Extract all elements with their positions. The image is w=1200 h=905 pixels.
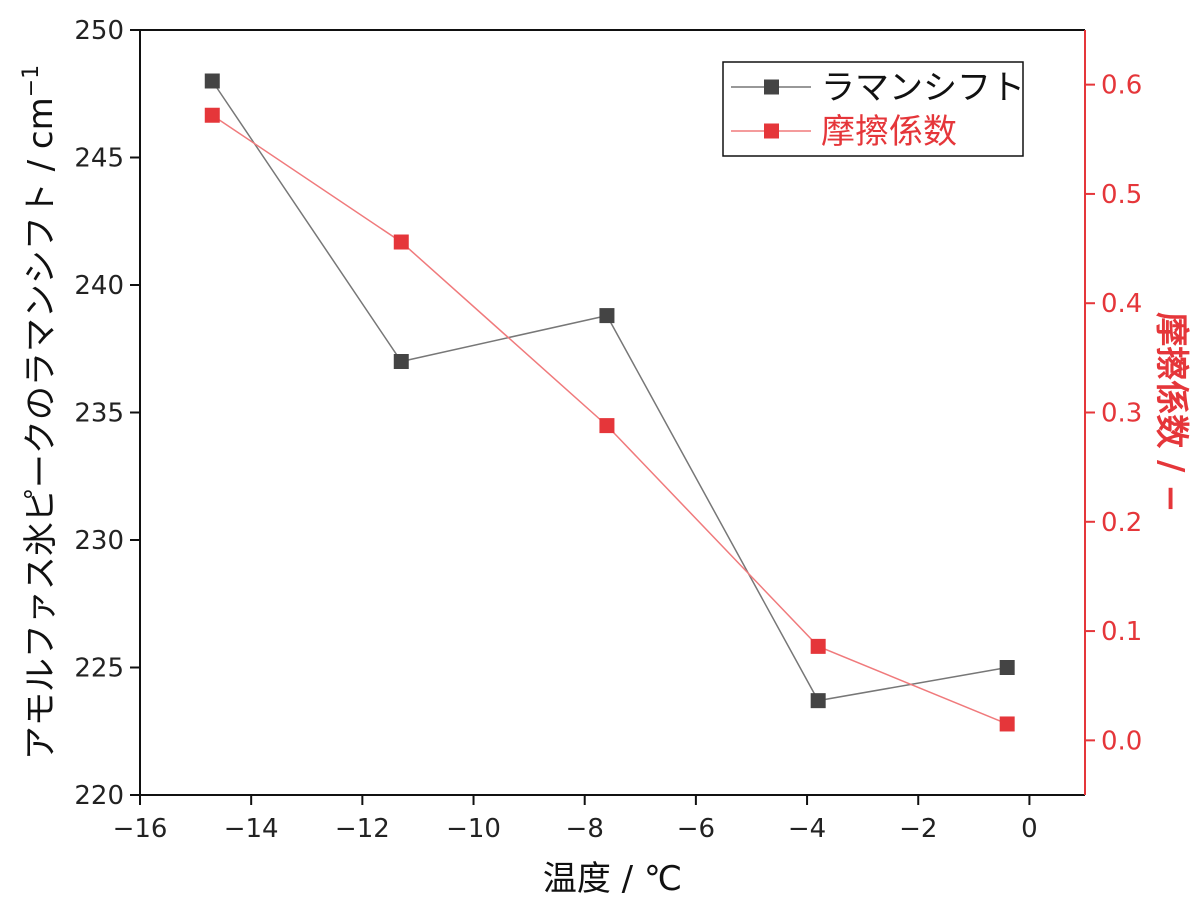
x-tick-label: −4 [788,814,826,844]
legend-label: 摩擦係数 [821,112,957,152]
y-left-axis-title-sup: −1 [19,65,44,97]
y-right-axis-title: 摩擦係数 / − [1151,312,1191,513]
legend-box [722,61,1024,157]
y-right-tick-label: 0.1 [1101,617,1142,647]
y-left-tick-label: 245 [74,144,124,174]
data-point-series-2 [999,716,1015,732]
y-left-axis-title: アモルファス氷ピークのラマンシフト / cm−1 [19,65,61,760]
y-right-tick-label: 0.4 [1101,289,1142,319]
y-left-tick-label: 220 [74,781,124,811]
x-tick-label: −14 [224,814,279,844]
y-right-tick-label: 0.0 [1101,726,1142,756]
x-tick-label: −2 [899,814,937,844]
data-point-series-2 [393,234,409,250]
data-point-series-1 [810,693,826,709]
y-right-tick-label: 0.2 [1101,508,1142,538]
data-point-series-1 [204,73,220,89]
legend-label: ラマンシフト [821,68,1025,108]
x-tick-label: −8 [566,814,604,844]
x-tick-label: 0 [1021,814,1038,844]
y-left-tick-label: 230 [74,526,124,556]
x-tick-label: −16 [113,814,168,844]
series-line-1 [211,80,1008,702]
data-point-series-2 [810,638,826,654]
data-point-series-1 [599,308,615,324]
x-tick-label: −12 [335,814,390,844]
y-right-tick-label: 0.5 [1101,180,1142,210]
x-tick-label: −10 [446,814,501,844]
legend-marker [764,123,779,139]
data-point-series-1 [393,354,409,369]
y-right-tick-label: 0.3 [1101,399,1142,429]
data-point-series-2 [599,418,615,434]
y-left-tick-label: 225 [74,654,124,684]
data-point-series-1 [999,660,1015,675]
legend-marker [764,79,779,95]
data-point-series-2 [204,107,220,123]
y-right-tick-label: 0.6 [1101,71,1142,101]
x-axis-title: 温度 / ℃ [543,859,682,899]
y-left-tick-label: 250 [74,16,124,46]
y-left-axis-title-main: アモルファス氷ピークのラマンシフト / cm [21,97,61,760]
axes-group: −16 −14 −12 −10 −8 −6 −4 −2 0 220 225 230 235 240 245 2… [19,16,1191,899]
series-group [204,73,1015,732]
x-tick-label: −6 [677,814,715,844]
y-left-tick-label: 240 [74,271,124,301]
y-left-tick-label: 235 [74,399,124,429]
